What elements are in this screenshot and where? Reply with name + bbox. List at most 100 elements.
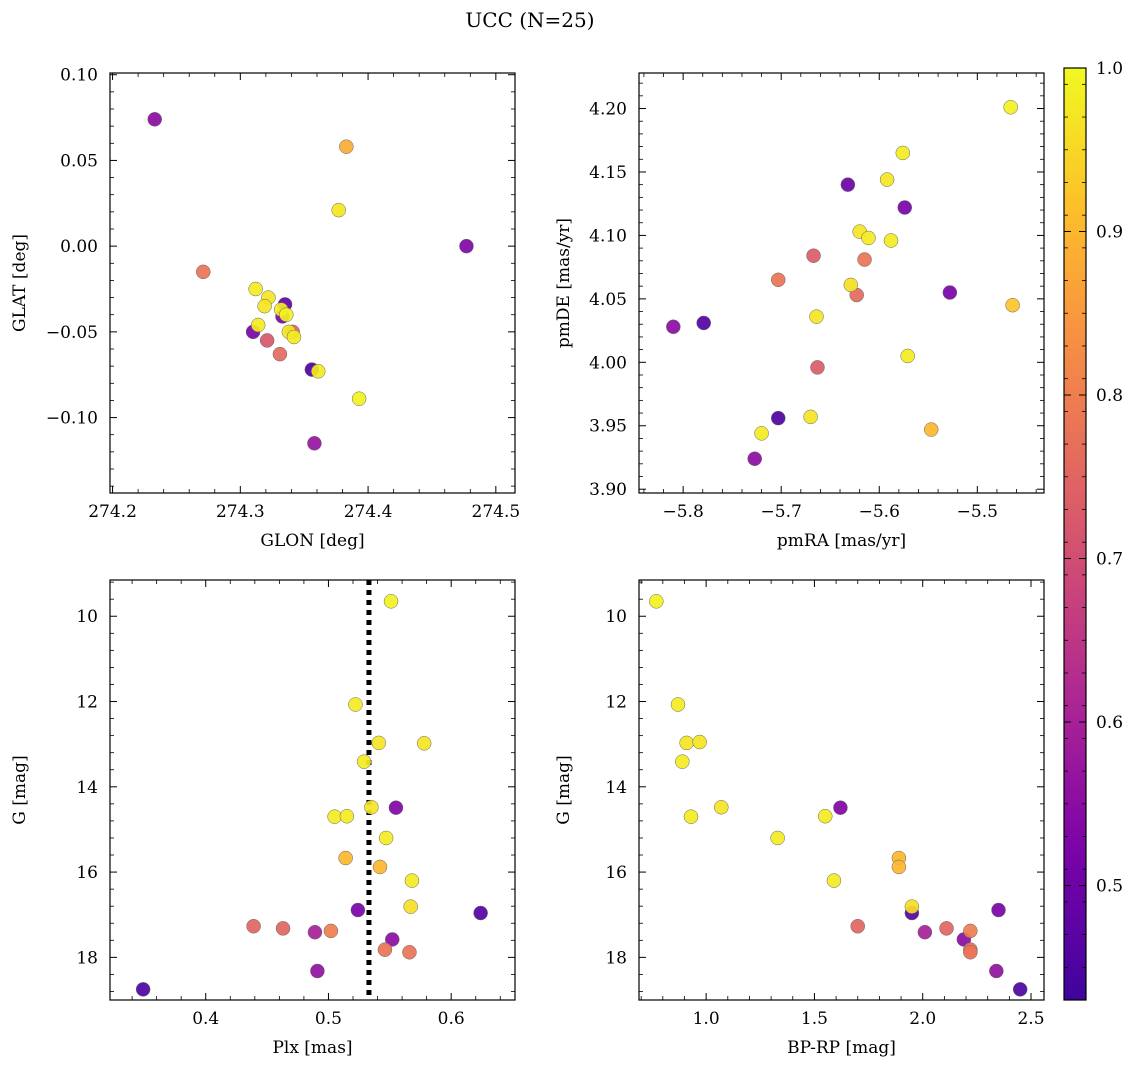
data-point [891, 859, 907, 875]
data-point [147, 112, 162, 127]
data-point [378, 830, 394, 846]
x-tick-label: 274.2 [88, 502, 137, 522]
data-point [327, 809, 342, 824]
x-axis-label: GLON [deg] [260, 531, 364, 551]
data-point [818, 808, 833, 824]
data-point [473, 905, 488, 921]
scatter-panel-4: 1.0 1.5 2.0 2.5 10 12 14 16 18 BP-RP [mag] G [mag] [554, 579, 1045, 1058]
data-point [806, 248, 821, 263]
x-tick-label: −5.8 [662, 502, 703, 522]
x-tick-label: 0.5 [315, 1009, 342, 1029]
data-point [670, 697, 686, 712]
data-point [275, 921, 291, 936]
data-point [323, 923, 339, 939]
data-point [833, 800, 848, 815]
data-point [683, 809, 699, 824]
data-point [307, 924, 323, 940]
data-point [1012, 982, 1028, 997]
data-point [897, 200, 913, 215]
data-point [770, 272, 786, 288]
data-point [942, 285, 958, 300]
data-point [372, 859, 388, 875]
x-tick-label: 0.6 [438, 1009, 465, 1029]
colorbar-tick-label: 0.6 [1096, 713, 1123, 733]
data-point [666, 319, 681, 335]
y-axis-label: G [mag] [10, 755, 30, 824]
x-tick-label: 274.4 [344, 502, 393, 522]
data-point [383, 594, 399, 609]
data-point [135, 982, 151, 997]
scatter-panel-1: 274.2 274.3 274.4 274.5 −0.10 −0.05 0.00 0.05 0.… [10, 66, 520, 551]
y-tick-label: 0.00 [60, 237, 98, 257]
data-point [250, 317, 266, 333]
data-point [371, 735, 387, 751]
axes-frame [638, 579, 1045, 1001]
y-tick-label: 0.05 [60, 151, 98, 171]
data-point [279, 307, 294, 322]
x-axis-label: Plx [mas] [272, 1038, 352, 1058]
data-point [963, 923, 978, 939]
data-point [989, 963, 1004, 979]
y-tick-label: 14 [76, 778, 98, 798]
y-tick-label: 4.00 [589, 353, 627, 373]
y-tick-label: 12 [605, 693, 627, 713]
data-point [331, 202, 346, 218]
data-point [754, 426, 769, 441]
data-point [459, 238, 474, 254]
data-point [850, 918, 865, 934]
data-point [649, 594, 664, 609]
data-point [917, 924, 933, 940]
x-tick-label: 2.5 [1017, 1009, 1044, 1029]
data-point [404, 873, 420, 888]
x-tick-label: 274.3 [216, 502, 265, 522]
data-point [310, 963, 325, 979]
data-point [747, 451, 762, 466]
data-point [338, 850, 353, 866]
y-tick-label: 10 [605, 607, 627, 627]
data-point [350, 902, 366, 918]
y-tick-label: −0.05 [46, 323, 98, 343]
x-tick-label: −5.7 [761, 502, 802, 522]
data-point [923, 422, 939, 437]
data-point [883, 233, 899, 248]
x-axis-label: pmRA [mas/yr] [777, 531, 906, 551]
axes-frame [109, 72, 516, 494]
data-point [692, 734, 707, 750]
data-point [257, 298, 272, 314]
data-point [809, 309, 824, 324]
data-point [339, 139, 354, 154]
data-point [385, 932, 400, 947]
y-tick-label: 18 [605, 948, 627, 968]
data-point [843, 277, 859, 293]
data-point [351, 391, 367, 406]
data-point [770, 410, 786, 426]
data-point [403, 899, 418, 914]
y-axis-label: pmDE [mas/yr] [554, 218, 574, 348]
data-point [348, 697, 363, 712]
colorbar-tick-label: 0.5 [1096, 877, 1123, 897]
data-point [248, 281, 263, 297]
data-point [402, 944, 417, 960]
data-point [246, 918, 261, 934]
data-point [339, 808, 355, 824]
data-point [810, 360, 825, 375]
x-tick-label: 1.0 [693, 1009, 720, 1029]
data-point [310, 364, 326, 379]
colorbar: 0.5 0.6 0.7 0.8 0.9 1.0 [1063, 59, 1123, 1001]
scatter-panel-2: −5.8 −5.7 −5.6 −5.5 3.90 3.95 4.00 4.05 4.10 4.15… [554, 72, 1045, 551]
y-tick-label: −0.10 [46, 409, 98, 429]
data-point [259, 333, 275, 348]
y-tick-label: 16 [605, 863, 627, 883]
data-point [900, 348, 915, 364]
data-point [272, 346, 288, 362]
y-tick-label: 4.15 [589, 163, 627, 183]
y-tick-label: 4.20 [589, 100, 627, 120]
y-tick-label: 18 [76, 948, 98, 968]
axes-frame [109, 579, 516, 1001]
data-point [826, 873, 842, 888]
data-point [895, 145, 911, 161]
data-point [679, 735, 694, 751]
colorbar-gradient [1063, 67, 1087, 1001]
data-point [803, 409, 818, 425]
